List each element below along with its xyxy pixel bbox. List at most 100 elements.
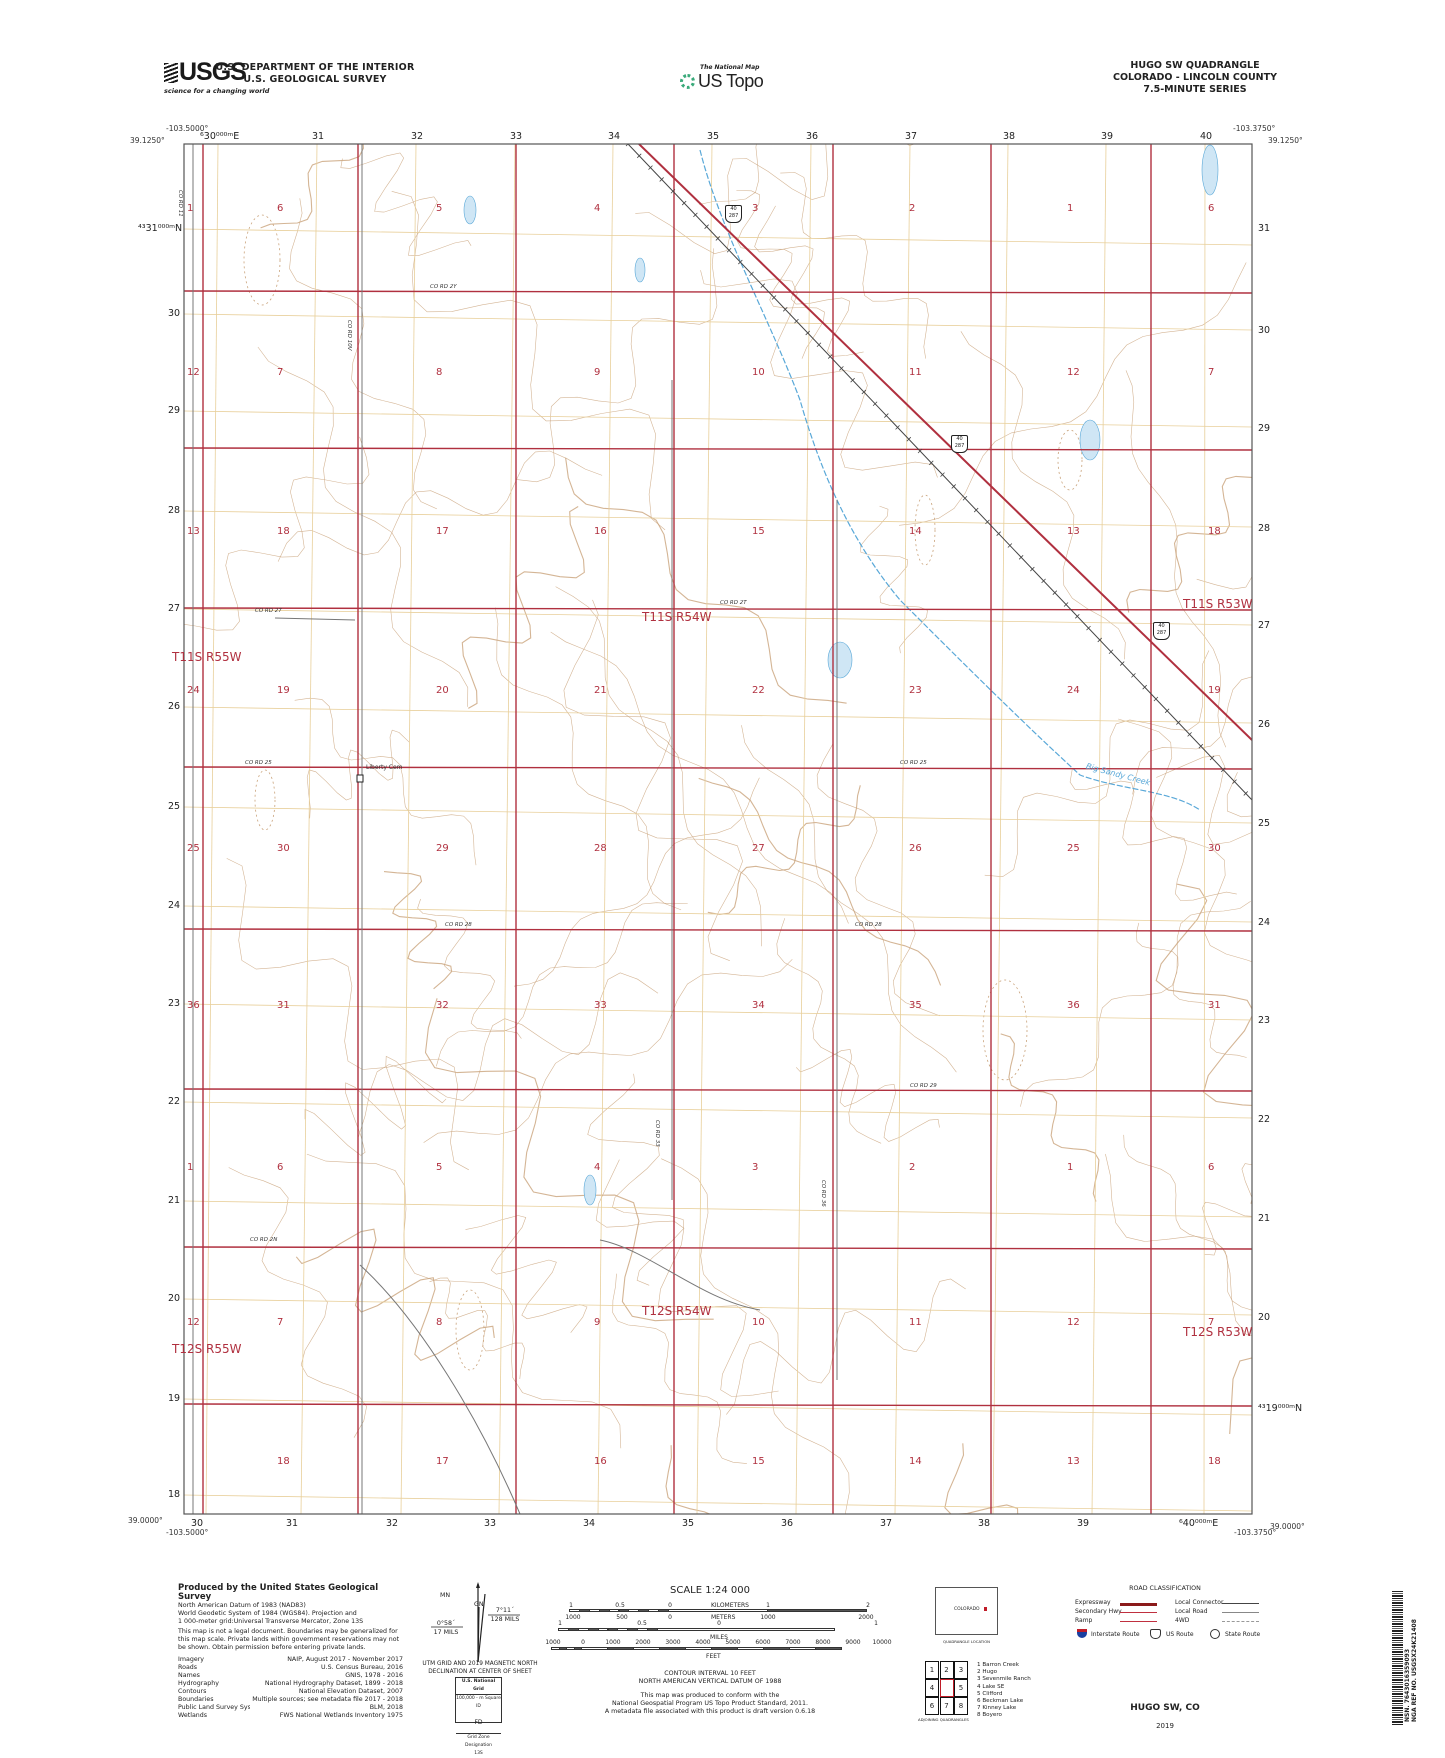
mile-label: 0.5 (637, 1620, 647, 1627)
water-body (1079, 419, 1101, 461)
section-number: 5 (436, 1162, 443, 1173)
utm-label-left: 20 (168, 1293, 181, 1304)
railroad-tie (1063, 602, 1069, 607)
road-class-label: 4WD (1175, 1617, 1190, 1624)
utm-label-bottom: 32 (386, 1518, 399, 1529)
utm-label-top: 40 (1200, 131, 1213, 142)
contour-block: CONTOUR INTERVAL 10 FEET NORTH AMERICAN … (590, 1670, 830, 1716)
utm-label-bottom: 34 (583, 1518, 596, 1529)
section-number: 6 (1208, 1162, 1215, 1173)
mn-label: MN (440, 1592, 451, 1599)
utm-label-bottom: 36 (781, 1518, 794, 1529)
adjoining-cell: 2 (939, 1661, 954, 1679)
meter-label: METERS (711, 1614, 736, 1621)
section-number: 8 (436, 1317, 443, 1328)
contour-line (1125, 370, 1227, 748)
usng-box: U.S. National Grid 100,000 - m Square ID… (455, 1677, 502, 1756)
railroad-tie (1007, 543, 1013, 548)
road-label: CO RD 28 (855, 922, 882, 928)
contour-interval: CONTOUR INTERVAL 10 FEET (664, 1670, 756, 1677)
contour-line (295, 1228, 495, 1362)
water-body (463, 195, 477, 225)
railroad-tie (625, 144, 629, 147)
km-label: 1 (766, 1602, 770, 1609)
section-line (184, 607, 1252, 611)
contour-line (563, 599, 743, 961)
railroad-tie (726, 247, 732, 253)
utm-grid-line (184, 806, 1252, 824)
conform-line: National Geospatial Program US Topo Prod… (611, 1700, 809, 1707)
road-class-swatch (1120, 1603, 1157, 1606)
utm-grid-line (184, 1298, 1252, 1316)
road-label: CO RD 2T (720, 600, 747, 606)
credit-value: NAIP, August 2017 - November 2017 (287, 1656, 403, 1663)
adjoining-cell: 4 (925, 1679, 939, 1697)
section-line (184, 1403, 1252, 1407)
nga-ref: NGA REF NO. USGSX24K21408 (1411, 1619, 1418, 1722)
credit-label: Public Land Survey System (178, 1704, 251, 1711)
sw-longitude: -103.5000° (166, 1528, 209, 1537)
utm-grid-line (184, 905, 1252, 923)
quad-title-block: HUGO SW QUADRANGLE COLORADO - LINCOLN CO… (1085, 60, 1305, 96)
feet-label: 5000 (725, 1639, 741, 1646)
contour-line (754, 205, 864, 357)
township-range-label: T11S R53W (1183, 597, 1253, 611)
railroad-tie (1119, 661, 1125, 666)
railroad-tie (1164, 708, 1170, 714)
feet-unit-label: FEET (706, 1653, 721, 1660)
contour-line (780, 172, 929, 359)
meter-label: 1000 (760, 1614, 776, 1621)
feet-label: 3000 (665, 1639, 681, 1646)
quadrangle-location-map: COLORADO (935, 1587, 998, 1635)
utm-grid-line (184, 1101, 1252, 1119)
railroad-tie (749, 271, 754, 277)
mag-angle: 7°11´ (495, 1607, 515, 1614)
contour-line (741, 725, 957, 1073)
railroad-tie (917, 448, 923, 454)
contour-line (1000, 1033, 1100, 1202)
railroad-tie (1142, 684, 1147, 690)
utm-label-left: ⁴³31⁰⁰⁰ᵐN (138, 223, 183, 234)
utm-grid-line (184, 1200, 1252, 1218)
section-number: 4 (594, 203, 601, 214)
utm-label-left: 27 (168, 603, 181, 614)
declination-caption-line: DECLINATION AT CENTER OF SHEET (428, 1669, 532, 1675)
star-icon (476, 1582, 480, 1588)
depression-contour (1057, 429, 1083, 491)
railroad-tie (906, 436, 912, 442)
road-class-label: Local Connector (1175, 1599, 1224, 1606)
utm-label-bottom: 31 (286, 1518, 299, 1529)
credit-label: Wetlands (178, 1712, 208, 1719)
utm-label-top: 33 (510, 131, 523, 142)
mag-mils: 128 MILS (490, 1616, 520, 1623)
township-range-label: T12S R53W (1183, 1325, 1253, 1339)
adjoining-cell: 8 (954, 1697, 968, 1715)
shield-number: 287 (1156, 630, 1167, 636)
route-type-label: US Route (1166, 1631, 1194, 1638)
disclaimer: This map is not a legal document. Bounda… (178, 1628, 400, 1651)
utm-label-top: 37 (905, 131, 918, 142)
conform-line: A metadata file associated with this pro… (604, 1708, 816, 1715)
contour-line (665, 1445, 711, 1514)
scale-bar-segment (815, 1647, 842, 1650)
water-body (1201, 144, 1219, 196)
credit-value: GNIS, 1978 - 2016 (345, 1672, 403, 1679)
utm-label-bottom: 30 (191, 1518, 204, 1529)
section-number: 23 (909, 685, 922, 696)
adjoining-cell: 6 (925, 1697, 939, 1715)
contour-line (436, 902, 688, 1067)
contour-line (726, 1278, 966, 1415)
railroad-tie (940, 472, 945, 477)
railroad-tie (738, 259, 743, 265)
depression-contour (254, 769, 276, 831)
road-label: CO RD 10V (346, 320, 352, 351)
railroad-tie (1243, 791, 1249, 796)
sheet-name: HUGO SW, CO (1130, 1703, 1200, 1713)
contour-line (1132, 676, 1252, 795)
railroad-tie (1153, 696, 1159, 702)
contour-line (424, 998, 714, 1322)
utm-label-bottom: 39 (1077, 1518, 1090, 1529)
contour-line (1069, 768, 1237, 901)
depression-contour (243, 214, 281, 306)
